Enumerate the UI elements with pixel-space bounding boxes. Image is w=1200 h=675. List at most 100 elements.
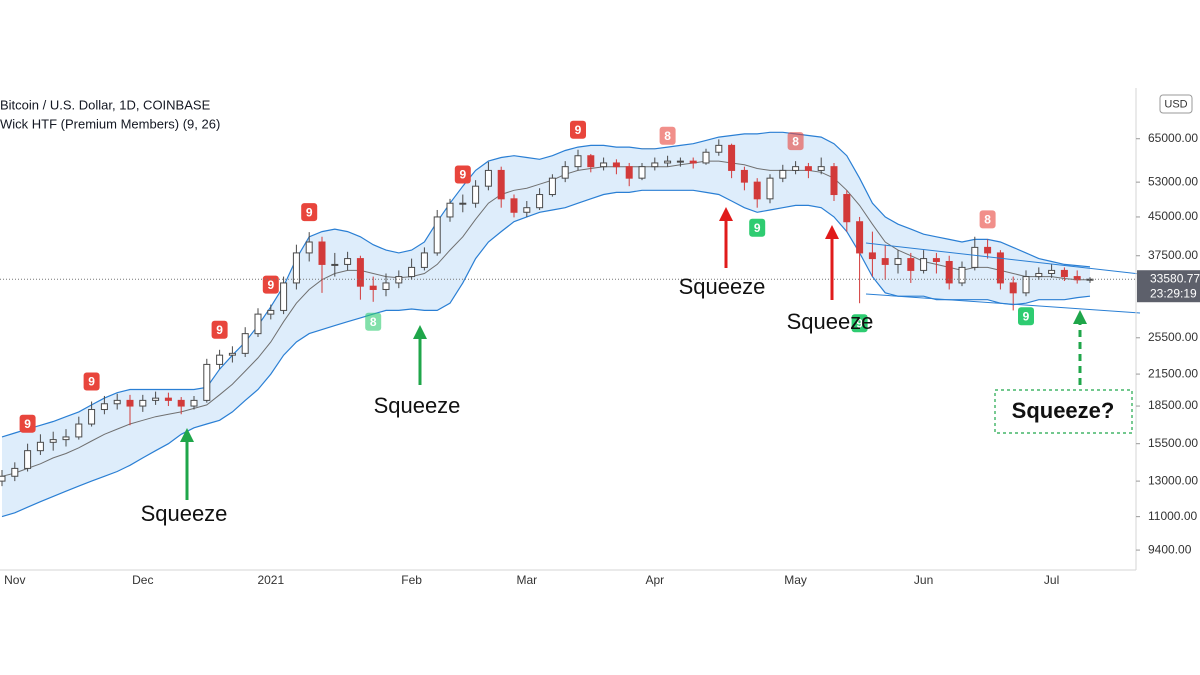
- sell-marker: [211, 320, 228, 339]
- indicator-name: Wick HTF (Premium Members) (9, 26): [0, 116, 220, 131]
- x-tick-label: May: [784, 573, 807, 587]
- candle-body: [0, 475, 6, 482]
- arrows: [180, 207, 1133, 500]
- annotation: Squeeze?: [1012, 398, 1115, 423]
- sell-marker: [301, 203, 318, 222]
- candle-body: [523, 207, 531, 213]
- band-area: [2, 132, 1090, 517]
- annotations: Squeeze Squeeze Squeeze Squeeze Squeeze?: [141, 274, 1115, 526]
- candle-body: [36, 441, 44, 452]
- candle-body: [612, 162, 620, 168]
- setup-markers: 9 9 9 9 9 9 9 8 8 8 8 9 9 9: [19, 120, 1034, 433]
- candle-body: [49, 439, 57, 443]
- candle-body: [472, 185, 480, 204]
- y-tick-label: 21500.00: [1148, 366, 1198, 380]
- candle-body: [126, 399, 134, 407]
- candle-body: [971, 246, 979, 268]
- candle-body: [203, 363, 211, 401]
- candle-body: [408, 266, 416, 278]
- annotation-box: [994, 389, 1133, 434]
- band-mid: [1, 160, 1090, 477]
- candle-body: [804, 166, 812, 171]
- sell-marker: [19, 414, 36, 433]
- candles: [0, 139, 1094, 487]
- candle-body: [894, 258, 902, 265]
- candle-body: [536, 194, 544, 209]
- sell-marker: [570, 120, 586, 139]
- candle-body: [548, 177, 556, 196]
- candle-body: [843, 194, 851, 223]
- last-price-box: [1137, 270, 1200, 303]
- sell-marker-label: 9: [459, 168, 466, 182]
- currency: USD: [1164, 98, 1187, 110]
- candle-body: [433, 216, 441, 254]
- last-price-label: 33580.77: [1150, 271, 1200, 285]
- candle-body: [139, 399, 147, 407]
- candle-body: [497, 169, 505, 200]
- candle-body: [830, 166, 838, 196]
- annotation: Squeeze: [141, 501, 228, 526]
- candle-body: [62, 436, 70, 441]
- buy-marker: [1018, 307, 1034, 326]
- buy-marker: [749, 218, 766, 237]
- sell-marker: [83, 372, 100, 391]
- candle-body: [740, 169, 748, 183]
- candle-body: [715, 144, 723, 153]
- x-tick-label: Dec: [132, 573, 153, 587]
- axes: 9400.00 11000.00 13000.00 15500.00 18500.00 2…: [0, 131, 1200, 587]
- candle-body: [1073, 276, 1081, 281]
- candle-body: [152, 397, 160, 401]
- candle-body: [651, 162, 659, 168]
- candle-body: [484, 169, 492, 187]
- candle-body: [280, 282, 288, 311]
- sell-marker-label: 8: [984, 213, 991, 227]
- candle-body: [75, 423, 83, 438]
- sell-marker: [454, 165, 471, 184]
- band-lower: [1, 189, 1091, 518]
- y-tick-label: 13000.00: [1148, 473, 1198, 487]
- candle-body: [254, 313, 262, 335]
- candle-body: [164, 397, 172, 401]
- candle-body: [331, 263, 339, 266]
- y-tick-label: 45000.00: [1148, 209, 1198, 223]
- x-tick-label: Jul: [1044, 573, 1059, 587]
- candle-body: [1022, 276, 1030, 294]
- candle-body: [459, 202, 467, 205]
- y-tick-label: 11000.00: [1148, 509, 1197, 523]
- y-tick-label: 25500.00: [1148, 330, 1198, 344]
- candle-body: [574, 155, 582, 168]
- sell-marker: [659, 126, 676, 145]
- candle-body: [792, 166, 800, 171]
- candle-body: [958, 266, 966, 284]
- bollinger-bands: [1, 131, 1091, 518]
- sell-marker-label: 9: [216, 323, 223, 337]
- sell-marker-label: 9: [24, 417, 31, 431]
- arrow-head: [719, 207, 733, 221]
- candle-body: [318, 241, 326, 265]
- candle-body: [868, 252, 876, 260]
- sell-marker-label: 9: [267, 278, 274, 292]
- candle-body: [369, 285, 377, 290]
- y-tick-label: 65000.00: [1148, 131, 1198, 145]
- candle-body: [881, 258, 889, 265]
- candle-body: [766, 177, 774, 200]
- sell-marker-label: 9: [306, 205, 313, 219]
- candle-body: [420, 252, 428, 268]
- sell-marker-label: 9: [575, 123, 582, 137]
- arrow-head: [1073, 310, 1087, 324]
- x-tick-label: Apr: [645, 573, 664, 587]
- x-tick-label: Nov: [4, 573, 25, 587]
- arrow-head: [180, 428, 194, 442]
- candle-body: [664, 160, 672, 164]
- annotation: Squeeze: [787, 309, 874, 334]
- x-tick-label: Feb: [401, 573, 422, 587]
- candle-body: [292, 252, 300, 284]
- sell-marker-label: 8: [664, 129, 671, 143]
- candle-body: [24, 450, 32, 469]
- candle-body: [267, 309, 275, 315]
- candle-body: [920, 258, 928, 271]
- candle-body: [753, 181, 761, 200]
- candle-body: [446, 202, 454, 218]
- candle-body: [11, 467, 19, 477]
- candle-body: [190, 399, 198, 407]
